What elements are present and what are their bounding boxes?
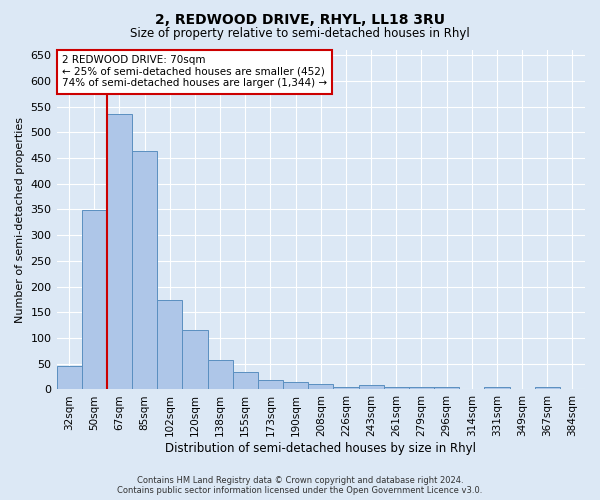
Bar [82,210,107,390]
Bar [208,360,233,390]
Bar [132,152,157,390]
Bar [157,300,182,390]
Bar [409,387,434,390]
Bar [484,387,509,390]
Bar [308,384,334,390]
Text: Contains HM Land Registry data © Crown copyright and database right 2024.
Contai: Contains HM Land Registry data © Crown c… [118,476,482,495]
Text: Size of property relative to semi-detached houses in Rhyl: Size of property relative to semi-detach… [130,28,470,40]
Bar [107,114,132,390]
Text: 2, REDWOOD DRIVE, RHYL, LL18 3RU: 2, REDWOOD DRIVE, RHYL, LL18 3RU [155,12,445,26]
Bar [182,330,208,390]
Bar [359,385,383,390]
Bar [434,387,459,390]
Bar [283,382,308,390]
Bar [334,388,359,390]
Text: 2 REDWOOD DRIVE: 70sqm
← 25% of semi-detached houses are smaller (452)
74% of se: 2 REDWOOD DRIVE: 70sqm ← 25% of semi-det… [62,55,327,88]
Y-axis label: Number of semi-detached properties: Number of semi-detached properties [15,116,25,322]
X-axis label: Distribution of semi-detached houses by size in Rhyl: Distribution of semi-detached houses by … [165,442,476,455]
Bar [383,388,409,390]
Bar [233,372,258,390]
Bar [258,380,283,390]
Bar [56,366,82,390]
Bar [535,387,560,390]
